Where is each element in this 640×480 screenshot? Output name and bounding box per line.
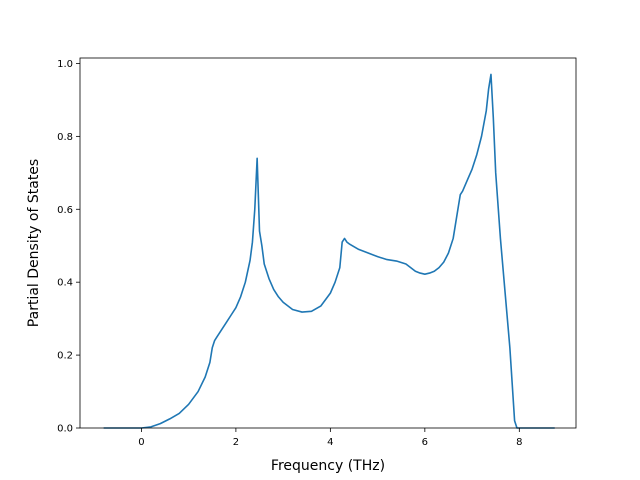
y-tick-label: 0.4: [57, 278, 73, 289]
y-axis-label: Partial Density of States: [26, 159, 42, 327]
x-axis-label: Frequency (THz): [271, 458, 385, 474]
y-tick-label: 0.6: [57, 205, 73, 216]
x-tick-label: 4: [327, 437, 333, 448]
y-tick-label: 1.0: [57, 59, 73, 70]
x-tick-label: 2: [233, 437, 239, 448]
y-tick-label: 0.0: [57, 424, 73, 435]
x-tick-label: 0: [138, 437, 144, 448]
x-tick-label: 8: [516, 437, 522, 448]
y-tick-label: 0.2: [57, 351, 73, 362]
series-line-0: [103, 73, 555, 429]
series-layer: [103, 73, 555, 429]
y-tick-label: 0.8: [57, 132, 73, 143]
x-tick-label: 6: [422, 437, 428, 448]
x-ticks: 0 2 4 6 8: [138, 428, 523, 448]
plot-frame: [79, 57, 577, 429]
y-ticks: 0.0 0.2 0.4 0.6 0.8 1.0: [57, 59, 80, 435]
